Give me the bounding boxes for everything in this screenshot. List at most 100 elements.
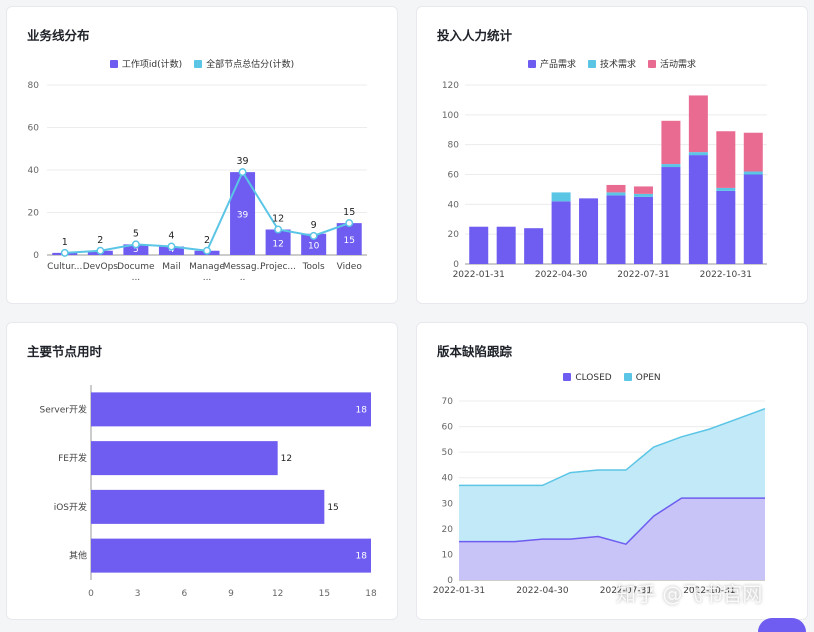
stacked-bar-segment bbox=[743, 171, 763, 175]
legend-swatch bbox=[623, 373, 632, 381]
floating-action-button[interactable] bbox=[758, 618, 806, 632]
x-tick-label: 18 bbox=[365, 589, 377, 599]
bar bbox=[91, 441, 278, 476]
x-tick-label: 9 bbox=[228, 589, 234, 599]
legend-item[interactable]: 工作项id(计数) bbox=[109, 57, 182, 70]
line-data-label: 12 bbox=[272, 214, 284, 225]
stacked-bar-segment bbox=[579, 198, 599, 264]
line-data-label: 2 bbox=[204, 235, 210, 246]
node-duration-chart: 0 3 6 9 12 15 18 Server开发 18 FE开发 12 iOS开发 15 其他 18 bbox=[39, 385, 377, 599]
y-tick-label: FE开发 bbox=[58, 452, 87, 464]
card-title: 投入人力统计 bbox=[437, 28, 513, 43]
stacked-bar-segment bbox=[524, 228, 544, 264]
x-tick-label: Cultur... bbox=[47, 262, 82, 272]
x-tick-label: 6 bbox=[181, 589, 187, 599]
bar bbox=[301, 233, 327, 255]
chart-legend: 产品需求 技术需求 活动需求 bbox=[417, 57, 807, 70]
legend-label: 全部节点总估分(计数) bbox=[206, 60, 295, 70]
bar bbox=[91, 538, 371, 573]
legend-item[interactable]: CLOSED bbox=[563, 373, 612, 383]
legend-item[interactable]: 产品需求 bbox=[527, 57, 576, 70]
line-point bbox=[203, 246, 211, 255]
bar-data-label: 12 bbox=[281, 454, 292, 464]
bar bbox=[91, 489, 325, 524]
chart-legend: CLOSED OPEN bbox=[417, 373, 807, 383]
stacked-bar-segment bbox=[716, 187, 736, 191]
stacked-bar-segment bbox=[661, 167, 681, 264]
x-tick-label: 12 bbox=[272, 589, 283, 599]
y-tick-label: iOS开发 bbox=[54, 501, 87, 513]
x-tick-label: Manage bbox=[189, 262, 225, 272]
bar-data-label: 18 bbox=[356, 552, 368, 562]
stacked-bar-segment bbox=[606, 192, 626, 196]
bar bbox=[123, 244, 149, 255]
area-fill bbox=[459, 498, 765, 580]
legend-item[interactable]: OPEN bbox=[623, 373, 661, 383]
legend-label: 活动需求 bbox=[660, 60, 697, 70]
bar-data-label: 12 bbox=[272, 239, 283, 249]
y-tick-label: 40 bbox=[448, 200, 460, 210]
stacked-bar-segment bbox=[661, 120, 681, 165]
line-data-label: 39 bbox=[237, 156, 249, 167]
bar-data-label: 10 bbox=[308, 241, 320, 251]
stacked-bar-segment bbox=[551, 201, 571, 264]
legend-item[interactable]: 技术需求 bbox=[587, 57, 636, 70]
legend-swatch bbox=[109, 60, 118, 68]
y-tick-label: 10 bbox=[442, 550, 454, 560]
legend-swatch bbox=[563, 373, 572, 381]
y-tick-label: 70 bbox=[442, 397, 454, 407]
bar-data-label: 15 bbox=[343, 236, 354, 246]
stacked-bar-segment bbox=[688, 95, 708, 153]
line-point bbox=[345, 219, 354, 228]
stacked-bar-segment bbox=[661, 164, 681, 168]
stacked-bar-segment bbox=[551, 192, 571, 202]
line-point bbox=[60, 248, 69, 257]
y-tick-label: 100 bbox=[442, 111, 459, 121]
line-data-label: 1 bbox=[62, 237, 68, 248]
line-data-label: 2 bbox=[97, 235, 103, 246]
y-tick-label: 80 bbox=[448, 141, 460, 151]
defect-tracking-chart: 0 10 20 30 40 50 60 70 2022-01-31 2022-04-30 2022-… bbox=[433, 397, 766, 596]
legend-item[interactable]: 全部节点总估分(计数) bbox=[194, 57, 294, 70]
line-data-label: 4 bbox=[168, 231, 174, 242]
legend-label: 技术需求 bbox=[599, 60, 636, 70]
x-tick-label: 2022-01-31 bbox=[433, 586, 485, 596]
series-line bbox=[459, 497, 765, 546]
bar bbox=[265, 229, 291, 255]
bar bbox=[336, 223, 362, 255]
x-tick-label: 2022-07-31 bbox=[617, 270, 669, 280]
y-tick-label: 20 bbox=[28, 209, 40, 219]
bar bbox=[91, 392, 371, 427]
stacked-bar-segment bbox=[716, 131, 736, 188]
x-tick-label: Projec... bbox=[260, 262, 296, 272]
y-tick-label: 60 bbox=[448, 171, 460, 181]
x-tick-label: 0 bbox=[88, 589, 94, 599]
legend-label: 产品需求 bbox=[539, 60, 576, 70]
x-tick-label: Tools bbox=[302, 262, 325, 272]
stacked-bar-segment bbox=[633, 193, 653, 197]
line-point bbox=[167, 242, 176, 251]
line-data-label: 15 bbox=[343, 207, 355, 218]
stacked-bar-segment bbox=[743, 132, 763, 172]
legend-label: CLOSED bbox=[575, 373, 612, 383]
y-tick-label: 40 bbox=[28, 166, 40, 176]
y-tick-label: 60 bbox=[28, 124, 40, 134]
series-line bbox=[459, 407, 766, 487]
legend-item[interactable]: 活动需求 bbox=[648, 57, 696, 70]
x-tick-label: Docume bbox=[117, 262, 155, 272]
stacked-bar-segment bbox=[688, 152, 708, 156]
x-tick-label: .. bbox=[240, 273, 246, 283]
legend-swatch bbox=[587, 60, 596, 68]
stacked-bar-segment bbox=[688, 155, 708, 264]
stacked-bar-segment bbox=[606, 184, 626, 193]
x-tick-label: 2022-10-31 bbox=[700, 270, 752, 280]
node-duration-card: 主要节点用时 0 3 6 9 12 15 18 Server开发 18 FE开发 12 iOS开发 15… bbox=[6, 322, 398, 620]
x-tick-label: ... bbox=[132, 273, 141, 283]
line-point bbox=[96, 246, 105, 255]
x-tick-label: 15 bbox=[319, 589, 330, 599]
y-tick-label: 20 bbox=[442, 525, 454, 535]
y-tick-label: 80 bbox=[28, 81, 40, 91]
manpower-chart: 0 20 40 60 80 100 120 2022-01-31 2022-04-30 2022-… bbox=[442, 81, 767, 280]
defect-tracking-card: 版本缺陷跟踪 CLOSED OPEN 0 10 20 30 40 50 60 70 2022-01… bbox=[416, 322, 808, 620]
business-line-chart: 0204060805439121015Cultur...DevOpsDocume… bbox=[28, 81, 367, 283]
